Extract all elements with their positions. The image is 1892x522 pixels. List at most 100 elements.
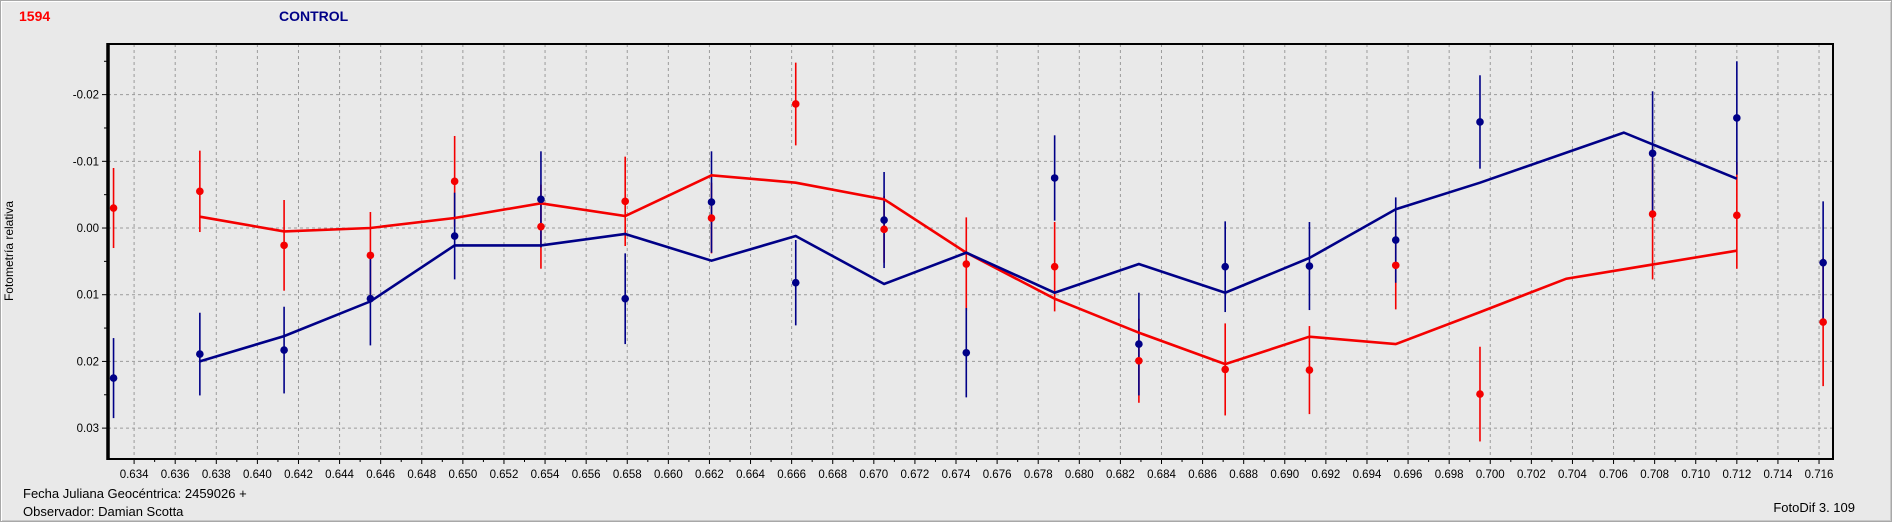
x-tick-label: 0.682	[1106, 469, 1135, 481]
x-tick-label: 0.636	[161, 469, 190, 481]
data-point-control	[1819, 258, 1827, 267]
observer-text: Observador: Damian Scotta	[23, 504, 184, 519]
x-tick-labels: 0.634 0.636 0.638 0.640 0.642 0.644 0.646 0.648…	[120, 469, 1834, 481]
data-point-control	[707, 198, 716, 206]
x-tick-label: 0.710	[1681, 469, 1710, 481]
data-point-1594	[1391, 261, 1400, 270]
y-tick-labels: -0.02 -0.01 0.00 0.01 0.02 0.03	[73, 90, 99, 435]
data-point-1594	[1135, 356, 1143, 365]
x-tick-label: 0.648	[407, 469, 436, 481]
x-tick-label: 0.704	[1558, 469, 1587, 481]
y-gridlines	[108, 94, 1833, 429]
data-point-1594	[537, 222, 545, 231]
y-tick-label: 0.00	[77, 223, 99, 235]
data-point-1594	[1819, 318, 1827, 326]
data-point-1594	[1648, 210, 1657, 218]
x-tick-label: 0.712	[1722, 469, 1751, 481]
x-tick-label: 0.686	[1188, 469, 1217, 481]
data-point-1594	[109, 204, 118, 212]
x-tick-label: 0.652	[490, 469, 519, 481]
data-point-control	[450, 232, 459, 240]
data-point-control	[196, 350, 204, 358]
target-designation-title: 1594	[19, 8, 51, 24]
x-tick-label: 0.664	[736, 469, 765, 481]
x-tick-label: 0.694	[1353, 469, 1382, 481]
data-point-control	[1305, 262, 1314, 270]
data-point-control	[1648, 149, 1657, 158]
y-tick-label: 0.01	[77, 290, 99, 302]
axis-ticks	[102, 60, 1820, 464]
x-tick-label: 0.714	[1764, 469, 1793, 481]
x-tick-label: 0.660	[654, 469, 683, 481]
x-tick-label: 0.670	[859, 469, 888, 481]
data-point-control	[366, 294, 375, 303]
app-version-text: FotoDif 3. 109	[1773, 500, 1855, 515]
x-tick-label: 0.672	[901, 469, 930, 481]
x-tick-label: 0.656	[572, 469, 601, 481]
x-tick-label: 0.642	[284, 469, 313, 481]
data-point-control	[537, 195, 545, 204]
x-tick-label: 0.684	[1147, 469, 1176, 481]
y-tick-label: 0.02	[77, 356, 99, 368]
data-point-control	[1221, 262, 1229, 271]
data-point-1594	[791, 100, 800, 108]
x-tick-label: 0.716	[1805, 469, 1834, 481]
data-point-1594	[280, 241, 288, 250]
data-point-1594	[196, 187, 204, 196]
data-point-1594	[450, 177, 459, 186]
data-point-control	[109, 374, 118, 382]
x-tick-label: 0.708	[1640, 469, 1669, 481]
x-tick-label: 0.700	[1476, 469, 1505, 481]
x-tick-label: 0.698	[1435, 469, 1464, 481]
data-point-control	[280, 346, 288, 354]
data-point-control	[1050, 174, 1059, 182]
x-tick-label: 0.706	[1599, 469, 1628, 481]
trend-line-1594	[199, 173, 1738, 366]
x-tick-label: 0.654	[531, 469, 560, 481]
data-point-control	[791, 278, 800, 287]
x-tick-label: 0.674	[942, 469, 971, 481]
x-tick-label: 0.696	[1394, 469, 1423, 481]
data-point-1594	[1221, 365, 1229, 374]
x-tick-label: 0.638	[202, 469, 231, 481]
data-point-control	[962, 348, 971, 357]
data-point-control	[1733, 114, 1741, 122]
data-point-1594	[1476, 390, 1484, 398]
x-tick-label: 0.666	[777, 469, 806, 481]
x-tick-label: 0.658	[613, 469, 642, 481]
data-point-1594	[1050, 262, 1059, 271]
data-point-1594	[366, 251, 375, 260]
data-point-1594	[1733, 211, 1741, 220]
x-tick-label: 0.678	[1024, 469, 1053, 481]
plot-border	[106, 43, 1834, 460]
y-tick-label: 0.03	[77, 423, 99, 435]
x-tick-label: 0.668	[818, 469, 847, 481]
data-point-control	[621, 294, 629, 303]
data-point-1594	[880, 225, 888, 234]
x-tick-label: 0.662	[695, 469, 724, 481]
x-tick-label: 0.690	[1270, 469, 1299, 481]
y-tick-label: -0.02	[73, 90, 99, 102]
data-point-control	[1135, 340, 1143, 348]
x-tick-label: 0.702	[1517, 469, 1546, 481]
x-tick-label: 0.680	[1065, 469, 1094, 481]
data-point-control	[1476, 118, 1484, 126]
x-tick-label: 0.634	[120, 469, 149, 481]
x-tick-label: 0.646	[366, 469, 395, 481]
trend-line-control	[199, 131, 1738, 363]
y-tick-label: -0.01	[73, 156, 99, 168]
x-tick-label: 0.650	[448, 469, 477, 481]
x-tick-label: 0.676	[983, 469, 1012, 481]
data-point-1594	[707, 214, 716, 222]
data-point-control	[880, 216, 888, 224]
data-point-1594	[621, 197, 629, 206]
data-point-1594	[1305, 366, 1314, 374]
data-point-control	[1391, 236, 1400, 244]
data-points-1594	[109, 100, 1827, 398]
x-tick-label: 0.644	[325, 469, 354, 481]
julian-date-text: Fecha Juliana Geocéntrica: 2459026 +	[23, 486, 247, 501]
x-tick-label: 0.688	[1229, 469, 1258, 481]
data-point-1594	[962, 260, 971, 268]
